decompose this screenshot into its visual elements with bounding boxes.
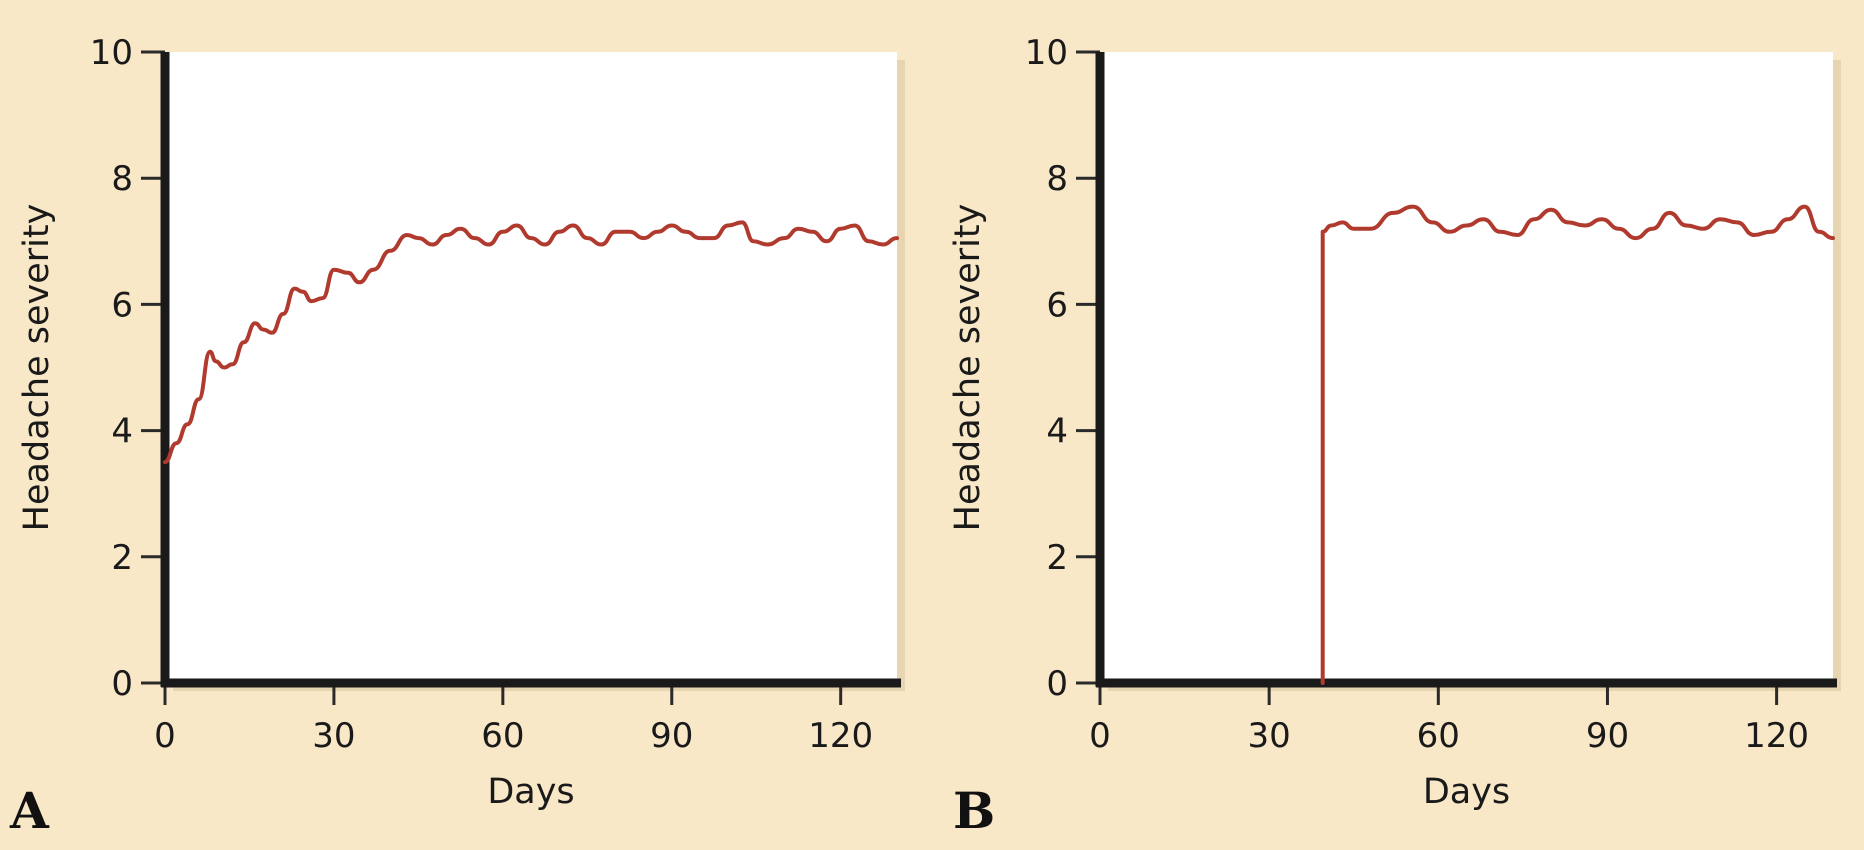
plot-area <box>165 52 897 683</box>
x-axis-title: Days <box>487 772 574 812</box>
chart-panel-a: 0 2 4 6 8 10 0 30 60 90 120 Days Headache severity A <box>9 33 905 840</box>
y-tick-label: 10 <box>90 33 133 73</box>
chart-panel-b: 0 2 4 6 8 10 0 30 60 90 120 Days Headache severity B <box>948 33 1841 840</box>
x-tick-label: 0 <box>1089 716 1111 756</box>
panel-label: A <box>9 781 50 840</box>
severity-line <box>1320 204 1835 685</box>
y-tick-label: 6 <box>1046 285 1068 325</box>
y-tick-label: 0 <box>111 664 133 704</box>
x-axis-title: Days <box>1423 772 1510 812</box>
y-tick-label: 0 <box>1046 664 1068 704</box>
x-tick-label: 90 <box>650 716 693 756</box>
x-tick-label: 60 <box>1417 716 1460 756</box>
x-tick-label: 120 <box>1744 716 1809 756</box>
x-tick-label: 120 <box>808 716 873 756</box>
y-tick-label: 4 <box>111 412 133 452</box>
y-tick-label: 8 <box>1046 159 1068 199</box>
x-tick-label: 60 <box>481 716 524 756</box>
y-tick-label: 2 <box>1046 538 1068 578</box>
y-tick-label: 8 <box>111 159 133 199</box>
y-tick-label: 4 <box>1046 412 1068 452</box>
plot-area <box>1100 52 1833 683</box>
x-tick-label: 0 <box>154 716 176 756</box>
y-axis-title: Headache severity <box>948 204 988 532</box>
y-tick-label: 6 <box>111 285 133 325</box>
severity-line <box>163 220 899 465</box>
panel-label: B <box>953 781 995 840</box>
y-tick-label: 2 <box>111 538 133 578</box>
y-tick-label: 10 <box>1025 33 1068 73</box>
y-axis-title: Headache severity <box>17 204 57 532</box>
x-tick-label: 30 <box>1248 716 1291 756</box>
x-tick-label: 90 <box>1586 716 1629 756</box>
x-tick-label: 30 <box>312 716 355 756</box>
